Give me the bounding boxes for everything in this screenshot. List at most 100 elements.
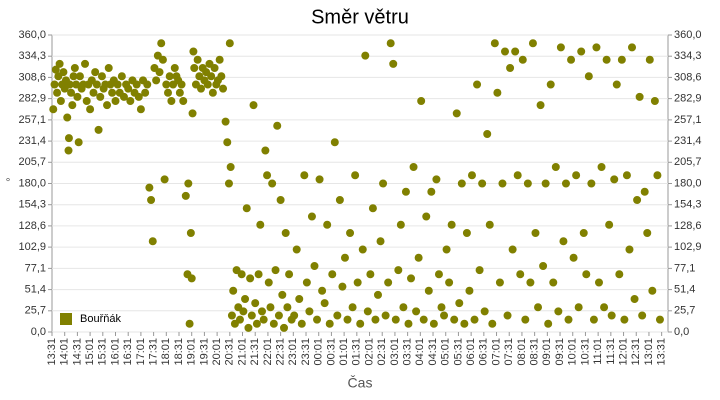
point [622, 171, 631, 180]
y-tick-label: 154,3 [18, 199, 46, 211]
point [203, 80, 212, 89]
x-tick-label: 09:31 [554, 338, 566, 366]
point [544, 319, 553, 328]
point [175, 88, 184, 97]
point [97, 72, 106, 81]
y2-tick-label: 257,1 [674, 114, 702, 126]
point [399, 303, 408, 312]
point [136, 105, 145, 114]
point [368, 204, 377, 213]
point [70, 64, 79, 72]
point [635, 92, 644, 101]
point [452, 109, 461, 118]
x-tick-label: 23:31 [300, 338, 312, 366]
point [268, 179, 277, 188]
legend-swatch [60, 313, 72, 325]
point [518, 55, 527, 64]
y2-tick-label: 128,6 [674, 220, 702, 232]
point [526, 278, 535, 287]
point [266, 303, 275, 312]
point [153, 51, 162, 60]
point [75, 72, 84, 81]
point [376, 237, 385, 246]
point [263, 171, 272, 180]
point [55, 59, 64, 68]
point [226, 163, 235, 171]
point [94, 125, 103, 134]
point [242, 204, 251, 213]
point [307, 212, 316, 221]
point [419, 315, 428, 324]
point [162, 80, 171, 89]
point [640, 187, 649, 196]
point [165, 72, 174, 81]
point [589, 315, 598, 324]
point [470, 315, 479, 324]
x-tick-label: 18:01 [160, 338, 172, 366]
point [394, 266, 403, 275]
point [247, 311, 256, 320]
x-tick-label: 16:01 [109, 338, 121, 366]
y-tick-label: 205,7 [18, 156, 46, 168]
point [63, 113, 72, 122]
point [235, 315, 244, 324]
point [546, 80, 555, 89]
point [445, 278, 454, 287]
point [283, 303, 292, 312]
point [148, 237, 157, 246]
point [373, 290, 382, 299]
x-tick-label: 06:31 [478, 338, 490, 366]
x-tick-label: 01:01 [338, 338, 350, 366]
point [577, 47, 586, 56]
y-tick-label: 308,6 [18, 71, 46, 83]
point [424, 286, 433, 295]
point [285, 270, 294, 279]
point [74, 138, 83, 147]
x-tick-label: 16:31 [122, 338, 134, 366]
point [572, 171, 581, 180]
point [141, 88, 150, 97]
point [455, 299, 464, 308]
point [335, 196, 344, 204]
point [81, 59, 90, 68]
point [202, 68, 211, 77]
point [318, 286, 327, 295]
point [217, 72, 226, 81]
point [488, 319, 497, 328]
point [493, 88, 502, 97]
x-tick-label: 01:31 [351, 338, 363, 366]
point [320, 299, 329, 308]
point [412, 307, 421, 316]
y2-tick-label: 51,4 [674, 284, 695, 296]
x-tick-label: 09:01 [541, 338, 553, 366]
point [169, 80, 178, 89]
point [249, 101, 258, 110]
point [541, 179, 550, 188]
point [549, 278, 558, 287]
point [186, 229, 195, 237]
point [170, 64, 179, 72]
point [508, 245, 517, 254]
x-tick-label: 17:01 [135, 338, 147, 366]
point [460, 319, 469, 328]
x-tick-label: 05:01 [440, 338, 452, 366]
y2-tick-label: 154,3 [674, 199, 702, 211]
point [256, 220, 265, 229]
point [96, 92, 105, 101]
y-tick-label: 25,7 [25, 305, 46, 317]
point [534, 303, 543, 312]
point [181, 191, 190, 200]
point [104, 64, 113, 72]
point [600, 303, 609, 312]
point [225, 39, 234, 48]
y-tick-label: 334,3 [18, 50, 46, 62]
point [82, 97, 91, 105]
x-tick-label: 21:31 [249, 338, 261, 366]
point [241, 295, 250, 303]
point [501, 47, 510, 56]
point [190, 64, 199, 72]
x-tick-label: 08:01 [516, 338, 528, 366]
x-tick-label: 18:31 [173, 338, 185, 366]
point [264, 278, 273, 287]
point [219, 84, 228, 93]
